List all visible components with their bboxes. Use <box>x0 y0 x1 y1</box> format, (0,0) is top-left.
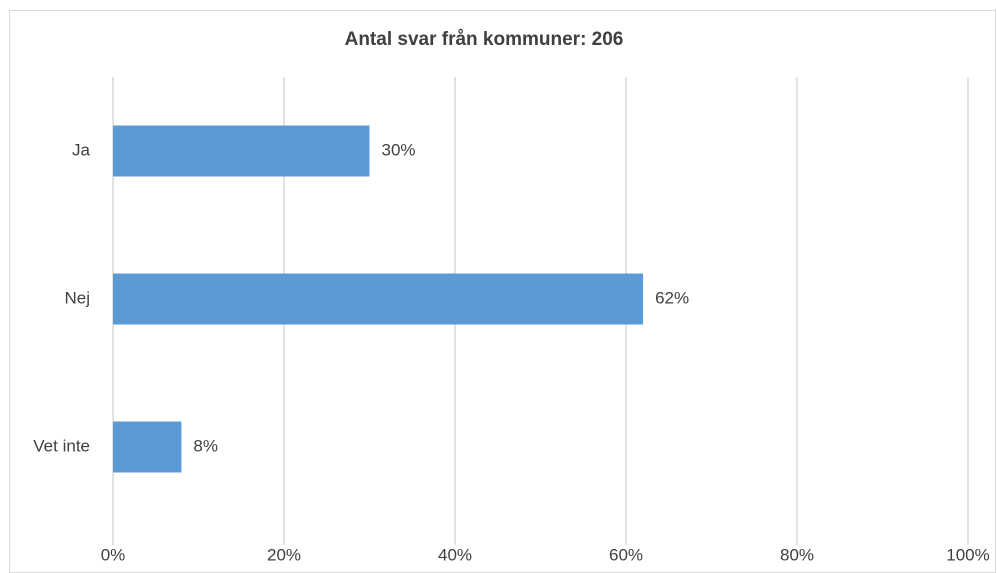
data-label: 8% <box>193 436 218 455</box>
x-tick-label: 80% <box>780 545 814 564</box>
bar <box>113 273 644 325</box>
y-tick-label: Ja <box>72 140 91 159</box>
y-tick-label: Vet inte <box>33 436 90 455</box>
data-label: 62% <box>655 288 689 307</box>
bar <box>113 125 370 177</box>
x-tick-label: 20% <box>267 545 301 564</box>
x-tick-label: 100% <box>946 545 989 564</box>
x-tick-label: 40% <box>438 545 472 564</box>
bar <box>113 421 182 473</box>
x-tick-label: 60% <box>609 545 643 564</box>
x-tick-label: 0% <box>101 545 126 564</box>
y-tick-label: Nej <box>64 288 90 307</box>
data-label: 30% <box>382 140 416 159</box>
chart-title: Antal svar från kommuner: 206 <box>345 29 624 50</box>
